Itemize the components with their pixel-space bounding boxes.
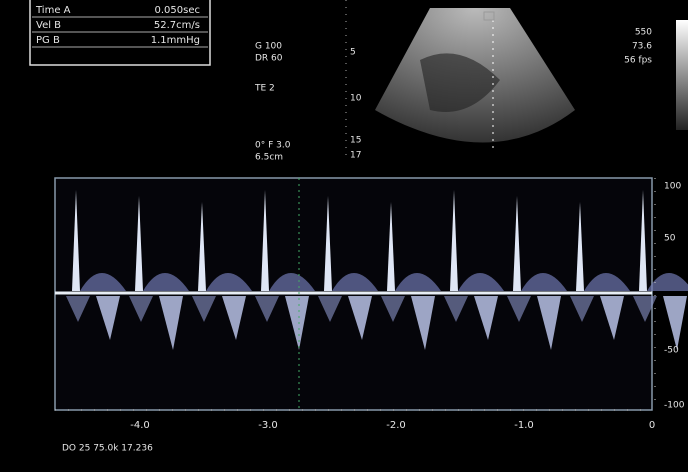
setting: TE 2 (254, 84, 275, 94)
ultrasound-screen: Time A 0.050sec Vel B 52.7cm/s PG B 1.1mmHg G… (0, 0, 688, 472)
time-label: -2.0 (386, 420, 406, 431)
measurement-label: Vel B (36, 20, 61, 31)
velocity-label: 50 (664, 234, 676, 244)
measurement-label: Time A (35, 5, 71, 16)
measurement-value: 52.7cm/s (154, 20, 200, 31)
velocity-label: -50 (664, 346, 679, 356)
velocity-label: -100 (664, 401, 685, 411)
time-label: 0 (649, 420, 655, 431)
depth-label: 17 (350, 151, 361, 161)
time-label: -4.0 (130, 420, 150, 431)
measurement-value: 0.050sec (155, 5, 201, 16)
image-info: 73.6 (632, 42, 652, 52)
footer: DO 25 75.0k 17.236 (62, 444, 153, 454)
measurement-value: 1.1mmHg (151, 35, 200, 46)
measurement-label: PG B (36, 35, 60, 46)
time-label: -3.0 (258, 420, 278, 431)
image-info: 56 fps (624, 56, 652, 66)
depth-label: 15 (350, 136, 361, 146)
depth-label: 10 (350, 94, 362, 104)
probe-info: 6.5cm (255, 153, 283, 163)
time-label: -1.0 (514, 420, 534, 431)
probe-info: 0° F 3.0 (255, 141, 291, 151)
gray-bar (676, 20, 688, 130)
velocity-label: 100 (664, 182, 681, 192)
depth-label: 5 (350, 48, 356, 58)
image-info: 550 (635, 28, 652, 38)
setting: G 100 (255, 42, 282, 52)
page: {"measurements": [ {"label": "Time A", "… (0, 0, 688, 472)
setting: DR 60 (255, 54, 283, 64)
